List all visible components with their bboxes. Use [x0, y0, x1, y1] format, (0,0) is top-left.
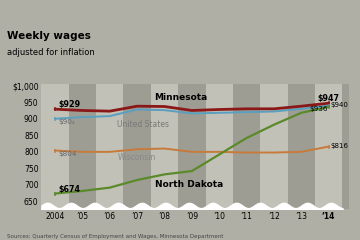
Bar — [206, 84, 233, 209]
Text: Minnesota: Minnesota — [154, 93, 208, 102]
Text: $804: $804 — [58, 151, 77, 157]
Text: Wisconsin: Wisconsin — [118, 153, 156, 162]
Text: $929: $929 — [58, 100, 81, 109]
Text: Sources: Quarterly Census of Employment and Wages, Minnesota Department: Sources: Quarterly Census of Employment … — [7, 234, 224, 239]
Bar — [260, 84, 288, 209]
Text: adjusted for inflation: adjusted for inflation — [7, 48, 95, 57]
Text: $816: $816 — [330, 143, 348, 149]
Text: $936: $936 — [310, 106, 328, 112]
Bar — [315, 84, 342, 209]
Bar — [96, 84, 123, 209]
Bar — [151, 84, 178, 209]
Text: $90₂: $90₂ — [58, 119, 75, 125]
Text: United States: United States — [117, 120, 168, 129]
Text: $940: $940 — [330, 102, 348, 108]
Text: $674: $674 — [58, 185, 80, 194]
Text: Weekly wages: Weekly wages — [7, 31, 91, 41]
Text: North Dakota: North Dakota — [155, 180, 223, 189]
Text: $947: $947 — [318, 94, 340, 103]
Bar — [41, 84, 69, 209]
